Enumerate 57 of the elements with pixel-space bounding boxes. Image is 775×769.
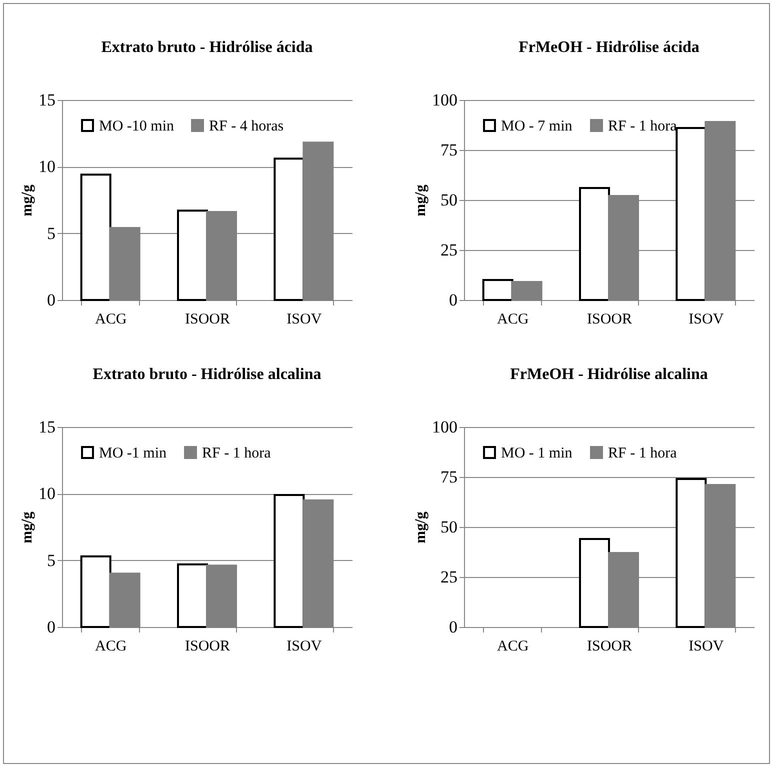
- y-axis-title: mg/g: [413, 511, 429, 544]
- y-tick-label: 5: [47, 550, 56, 570]
- bar: [579, 187, 610, 301]
- y-axis-title: mg/g: [413, 184, 429, 216]
- chart-title: FrMeOH - Hidrólise alcalina: [510, 366, 708, 383]
- y-tick-label: 100: [432, 418, 458, 436]
- y-tick-label: 0: [47, 618, 56, 636]
- x-tick-label: ISOOR: [184, 312, 230, 328]
- x-tick-label: ACG: [496, 638, 529, 654]
- y-tick-label: 10: [38, 157, 56, 176]
- chart-title: Extrato bruto - Hidrólise ácida: [101, 39, 313, 56]
- legend-label: RF - 1 hora: [608, 118, 678, 135]
- x-tick-label: ISOV: [286, 638, 322, 654]
- chart-title: FrMeOH - Hidrólise ácida: [518, 39, 700, 56]
- y-axis-title: mg/g: [20, 511, 36, 544]
- x-tick-label: ISOOR: [586, 312, 632, 328]
- y-tick-label: 0: [47, 290, 56, 310]
- x-tick-label: ISOOR: [586, 638, 632, 654]
- y-tick-label: 100: [432, 90, 458, 110]
- bar: [177, 210, 208, 301]
- y-tick-label: 15: [38, 90, 56, 110]
- x-tick-label: ISOV: [688, 312, 724, 328]
- y-tick-label: 15: [38, 418, 56, 436]
- legend-label: MO - 7 min: [501, 118, 573, 135]
- legend-label: MO -1 min: [99, 446, 167, 462]
- chart-title: Extrato bruto - Hidrólise alcalina: [92, 366, 322, 383]
- x-tick-label: ACG: [94, 312, 127, 328]
- y-tick-label: 50: [440, 190, 458, 210]
- bar: [177, 563, 208, 628]
- bar: [676, 127, 707, 301]
- y-tick-label: 10: [38, 484, 56, 504]
- y-tick-label: 50: [440, 518, 458, 536]
- y-tick-label: 5: [47, 224, 56, 243]
- bar: [80, 174, 112, 301]
- y-axis-title: mg/g: [20, 184, 36, 216]
- x-tick-label: ISOV: [286, 312, 322, 328]
- x-tick-label: ACG: [94, 638, 127, 654]
- x-tick-label: ISOOR: [184, 638, 230, 654]
- y-tick-label: 75: [440, 140, 458, 160]
- x-tick-label: ACG: [496, 312, 529, 328]
- legend-label: RF - 1 hora: [202, 446, 272, 462]
- y-tick-label: 25: [440, 568, 458, 586]
- legend-label: MO - 1 min: [501, 446, 573, 462]
- y-tick-label: 0: [449, 618, 458, 636]
- y-tick-label: 0: [449, 290, 458, 310]
- bar: [482, 279, 514, 301]
- bar: [80, 555, 112, 628]
- bar: [274, 494, 305, 628]
- legend-label: RF - 4 horas: [209, 118, 284, 135]
- bar: [274, 158, 305, 301]
- x-tick-label: ISOV: [688, 638, 724, 654]
- legend-label: RF - 1 hora: [608, 446, 678, 462]
- y-tick-label: 75: [440, 468, 458, 486]
- legend-label: MO -10 min: [99, 118, 174, 135]
- bar: [676, 478, 707, 628]
- y-tick-label: 25: [440, 240, 458, 260]
- bar: [579, 538, 610, 628]
